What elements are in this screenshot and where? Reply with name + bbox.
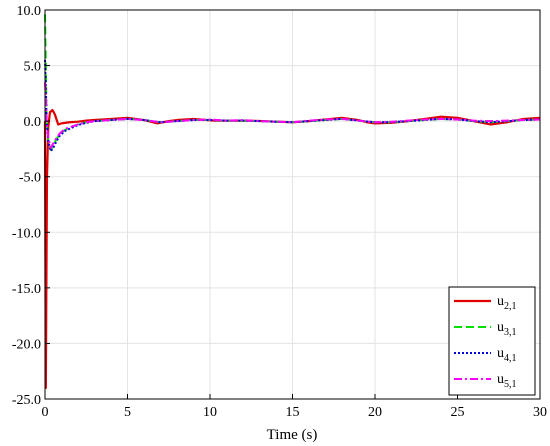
legend-label: u2,1 xyxy=(497,294,517,312)
y-tick-label: -5.0 xyxy=(19,171,41,186)
legend-label: u4,1 xyxy=(497,346,517,364)
y-tick-label: -10.0 xyxy=(12,226,41,241)
series-line-5-1 xyxy=(44,82,541,149)
y-tick-label: 10.0 xyxy=(17,4,42,19)
series-layer xyxy=(43,14,541,389)
y-tick-label: -20.0 xyxy=(12,337,41,352)
x-axis-label: Time (s) xyxy=(267,427,318,443)
legend-box xyxy=(448,286,536,396)
y-tick-labels: 10.0 5.0 0.0 -5.0 -10.0 -15.0 -20.0 -25.0 xyxy=(12,4,41,408)
y-tick-label: -25.0 xyxy=(12,393,41,408)
x-tick-label: 20 xyxy=(368,405,382,420)
y-tick-label: 0.0 xyxy=(24,115,42,130)
legend: u2,1 u3,1 u4,1 u5,1 xyxy=(448,286,536,396)
legend-label: u3,1 xyxy=(497,320,517,338)
x-tick-label: 25 xyxy=(451,405,465,420)
y-tick-label: -15.0 xyxy=(12,282,41,297)
x-tick-label: 30 xyxy=(533,405,547,420)
legend-label: u5,1 xyxy=(497,372,517,390)
x-tick-label: 10 xyxy=(203,405,217,420)
x-tick-label: 5 xyxy=(124,405,131,420)
y-tick-label: 5.0 xyxy=(24,60,42,75)
x-tick-labels: 0 5 10 15 20 25 30 xyxy=(42,405,548,420)
x-tick-label: 15 xyxy=(286,405,300,420)
x-tick-label: 0 xyxy=(42,405,49,420)
axis-ticks xyxy=(44,9,541,400)
